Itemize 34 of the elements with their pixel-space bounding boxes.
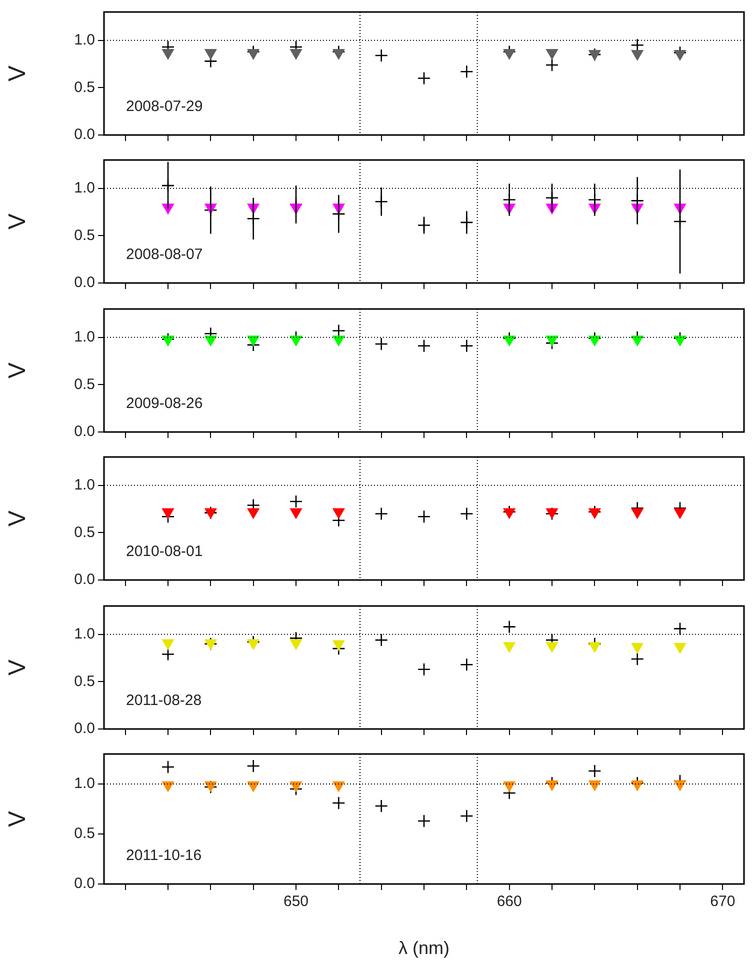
y-tick-label: 0.0 <box>74 571 95 588</box>
y-tick-label: 0.5 <box>74 672 95 690</box>
annotation: 2009-08-26 <box>126 395 203 412</box>
y-tick-label: 1.0 <box>74 328 95 346</box>
y-tick-label: 1.0 <box>74 180 95 197</box>
y-tick-label: 1.0 <box>74 626 95 643</box>
y-tick-label: 0.5 <box>74 825 95 842</box>
y-axis-title: V <box>4 810 32 828</box>
annotation: 2011-08-28 <box>126 692 202 709</box>
y-axis-title: V <box>4 659 32 676</box>
y-axis-title: V <box>4 510 32 527</box>
y-tick-label: 0.5 <box>74 78 95 96</box>
y-tick-label: 1.0 <box>74 32 95 49</box>
y-tick-label: 0.0 <box>74 423 95 440</box>
y-tick-label: 0.0 <box>74 274 95 292</box>
y-tick-label: 1.0 <box>74 775 95 792</box>
y-tick-label: 0.5 <box>74 226 95 244</box>
annotation: 2008-08-07 <box>126 246 203 263</box>
x-tick-label: 670 <box>710 893 736 910</box>
annotation: 2010-08-01 <box>126 543 203 560</box>
x-tick-label: 650 <box>283 893 309 910</box>
x-axis-title: λ (nm) <box>398 938 450 958</box>
y-tick-label: 0.5 <box>74 376 95 393</box>
y-tick-label: 1.0 <box>74 476 95 494</box>
y-axis-title: V <box>4 213 32 230</box>
annotation: 2008-07-29 <box>126 98 203 115</box>
y-tick-label: 0.0 <box>74 126 95 144</box>
y-axis-title: V <box>4 362 32 379</box>
y-tick-label: 0.0 <box>74 720 95 738</box>
y-axis-title: V <box>4 65 32 82</box>
y-tick-label: 0.0 <box>74 875 95 892</box>
y-tick-label: 0.5 <box>74 524 95 541</box>
annotation: 2011-10-16 <box>126 847 202 864</box>
x-tick-label: 660 <box>496 893 522 910</box>
